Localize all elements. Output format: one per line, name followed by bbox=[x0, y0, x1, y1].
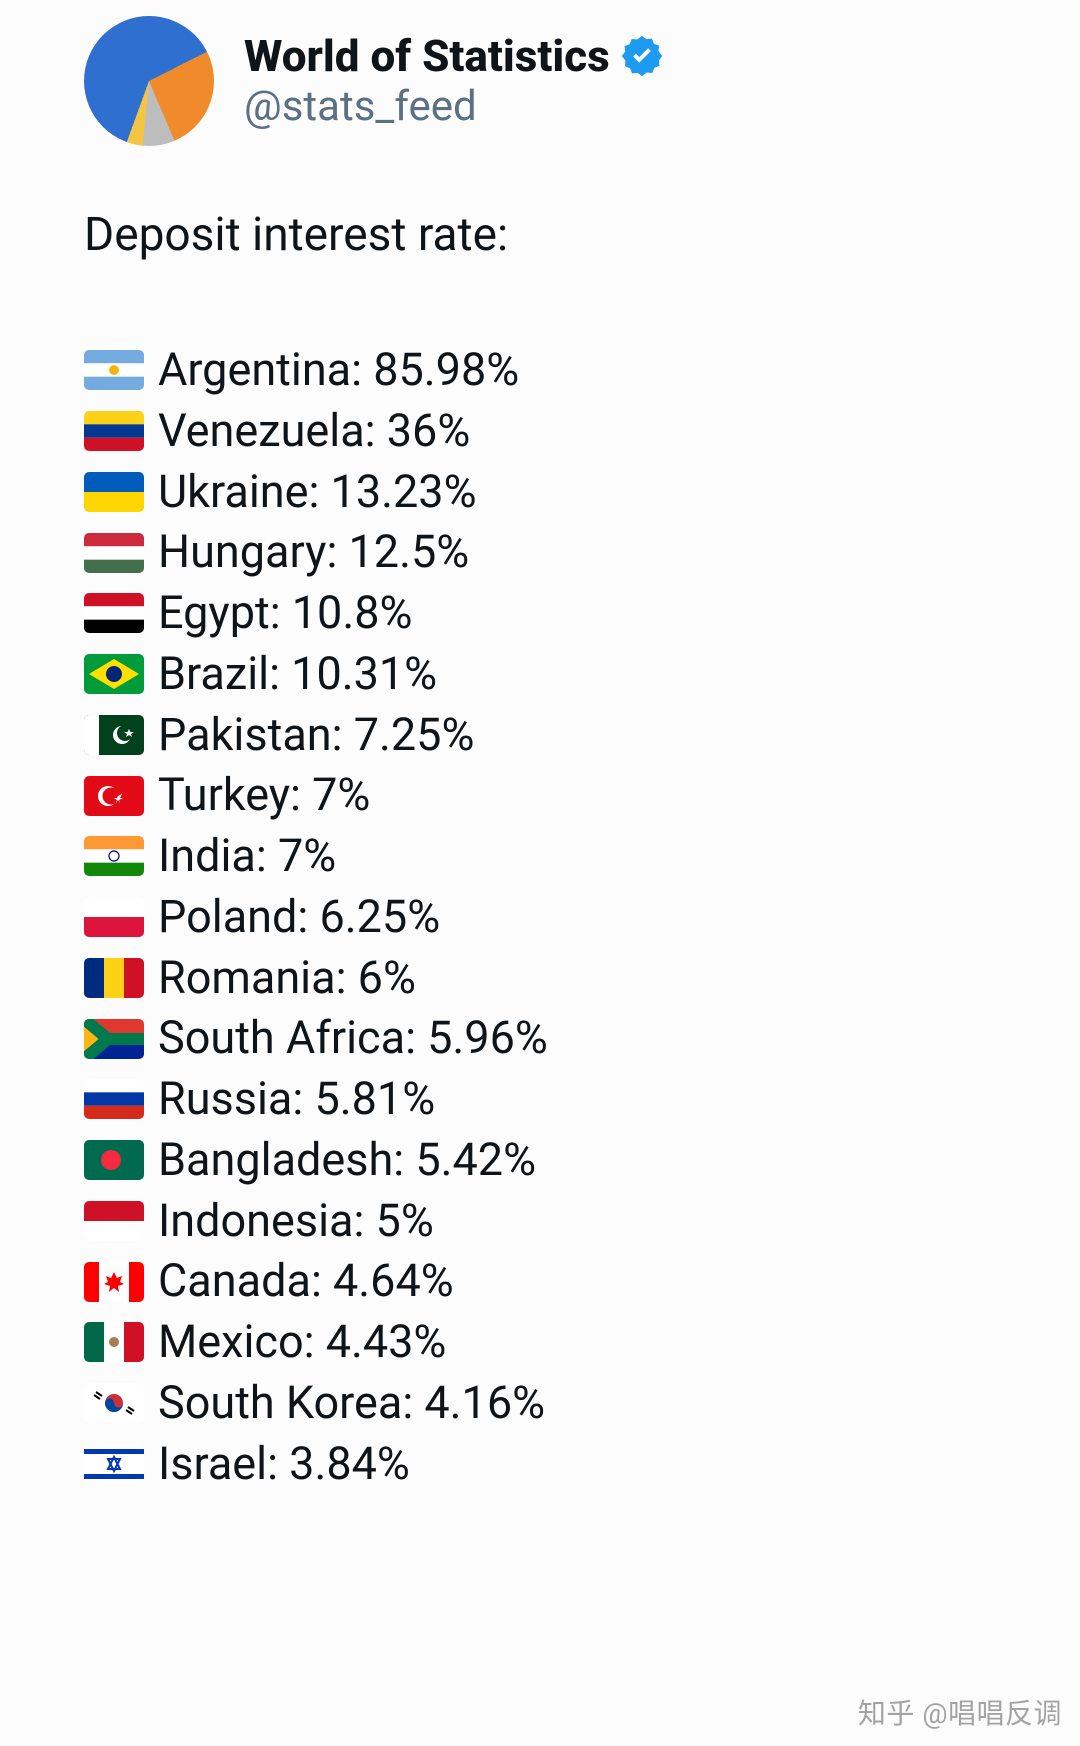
flag-icon bbox=[84, 1019, 144, 1059]
country-row: Russia: 5.81% bbox=[84, 1069, 1080, 1130]
tweet-header: World of Statistics @stats_feed bbox=[84, 16, 1080, 146]
country-row: Ukraine: 13.23% bbox=[84, 462, 1080, 523]
country-list: Argentina: 85.98% Venezuela: 36% Ukraine… bbox=[84, 340, 1080, 1494]
country-text: Poland: 6.25% bbox=[158, 887, 440, 948]
verified-badge-icon bbox=[620, 34, 664, 78]
country-text: Russia: 5.81% bbox=[158, 1069, 435, 1130]
country-text: Turkey: 7% bbox=[158, 765, 370, 826]
flag-icon bbox=[84, 533, 144, 573]
country-row: Canada: 4.64% bbox=[84, 1251, 1080, 1312]
display-name[interactable]: World of Statistics bbox=[244, 33, 610, 79]
country-row: Pakistan: 7.25% bbox=[84, 705, 1080, 766]
country-text: Bangladesh: 5.42% bbox=[158, 1130, 536, 1191]
country-text: Hungary: 12.5% bbox=[158, 522, 469, 583]
country-text: Egypt: 10.8% bbox=[158, 583, 412, 644]
country-row: Israel: 3.84% bbox=[84, 1434, 1080, 1495]
country-row: South Korea: 4.16% bbox=[84, 1373, 1080, 1434]
country-row: Poland: 6.25% bbox=[84, 887, 1080, 948]
country-text: Mexico: 4.43% bbox=[158, 1312, 446, 1373]
country-row: Mexico: 4.43% bbox=[84, 1312, 1080, 1373]
tweet-card: World of Statistics @stats_feed Deposit … bbox=[0, 0, 1080, 1746]
flag-icon bbox=[84, 1322, 144, 1362]
country-text: Argentina: 85.98% bbox=[158, 340, 519, 401]
name-block: World of Statistics @stats_feed bbox=[244, 33, 664, 129]
flag-icon bbox=[84, 958, 144, 998]
country-row: India: 7% bbox=[84, 826, 1080, 887]
country-text: Ukraine: 13.23% bbox=[158, 462, 477, 523]
country-row: Egypt: 10.8% bbox=[84, 583, 1080, 644]
flag-icon bbox=[84, 836, 144, 876]
country-text: Brazil: 10.31% bbox=[158, 644, 437, 705]
country-row: Bangladesh: 5.42% bbox=[84, 1130, 1080, 1191]
flag-icon bbox=[84, 593, 144, 633]
flag-icon bbox=[84, 472, 144, 512]
flag-icon bbox=[84, 654, 144, 694]
country-text: South Korea: 4.16% bbox=[158, 1373, 545, 1434]
tweet-title: Deposit interest rate: bbox=[84, 208, 1080, 262]
country-text: Romania: 6% bbox=[158, 948, 416, 1009]
country-text: Israel: 3.84% bbox=[158, 1434, 410, 1495]
country-row: Romania: 6% bbox=[84, 948, 1080, 1009]
flag-icon bbox=[84, 350, 144, 390]
country-text: India: 7% bbox=[158, 826, 336, 887]
flag-icon bbox=[84, 715, 144, 755]
flag-icon bbox=[84, 1444, 144, 1484]
avatar[interactable] bbox=[84, 16, 214, 146]
country-text: Indonesia: 5% bbox=[158, 1191, 434, 1252]
flag-icon bbox=[84, 1201, 144, 1241]
country-row: South Africa: 5.96% bbox=[84, 1008, 1080, 1069]
flag-icon bbox=[84, 776, 144, 816]
country-text: Venezuela: 36% bbox=[158, 401, 470, 462]
flag-icon bbox=[84, 411, 144, 451]
watermark: 知乎 @唱唱反调 bbox=[858, 1692, 1062, 1732]
handle[interactable]: @stats_feed bbox=[244, 85, 664, 129]
country-text: South Africa: 5.96% bbox=[158, 1008, 548, 1069]
flag-icon bbox=[84, 897, 144, 937]
flag-icon bbox=[84, 1383, 144, 1423]
country-row: Venezuela: 36% bbox=[84, 401, 1080, 462]
flag-icon bbox=[84, 1079, 144, 1119]
country-text: Pakistan: 7.25% bbox=[158, 705, 474, 766]
country-row: Hungary: 12.5% bbox=[84, 522, 1080, 583]
country-row: Indonesia: 5% bbox=[84, 1191, 1080, 1252]
country-row: Turkey: 7% bbox=[84, 765, 1080, 826]
country-text: Canada: 4.64% bbox=[158, 1251, 454, 1312]
country-row: Argentina: 85.98% bbox=[84, 340, 1080, 401]
flag-icon bbox=[84, 1262, 144, 1302]
country-row: Brazil: 10.31% bbox=[84, 644, 1080, 705]
flag-icon bbox=[84, 1140, 144, 1180]
